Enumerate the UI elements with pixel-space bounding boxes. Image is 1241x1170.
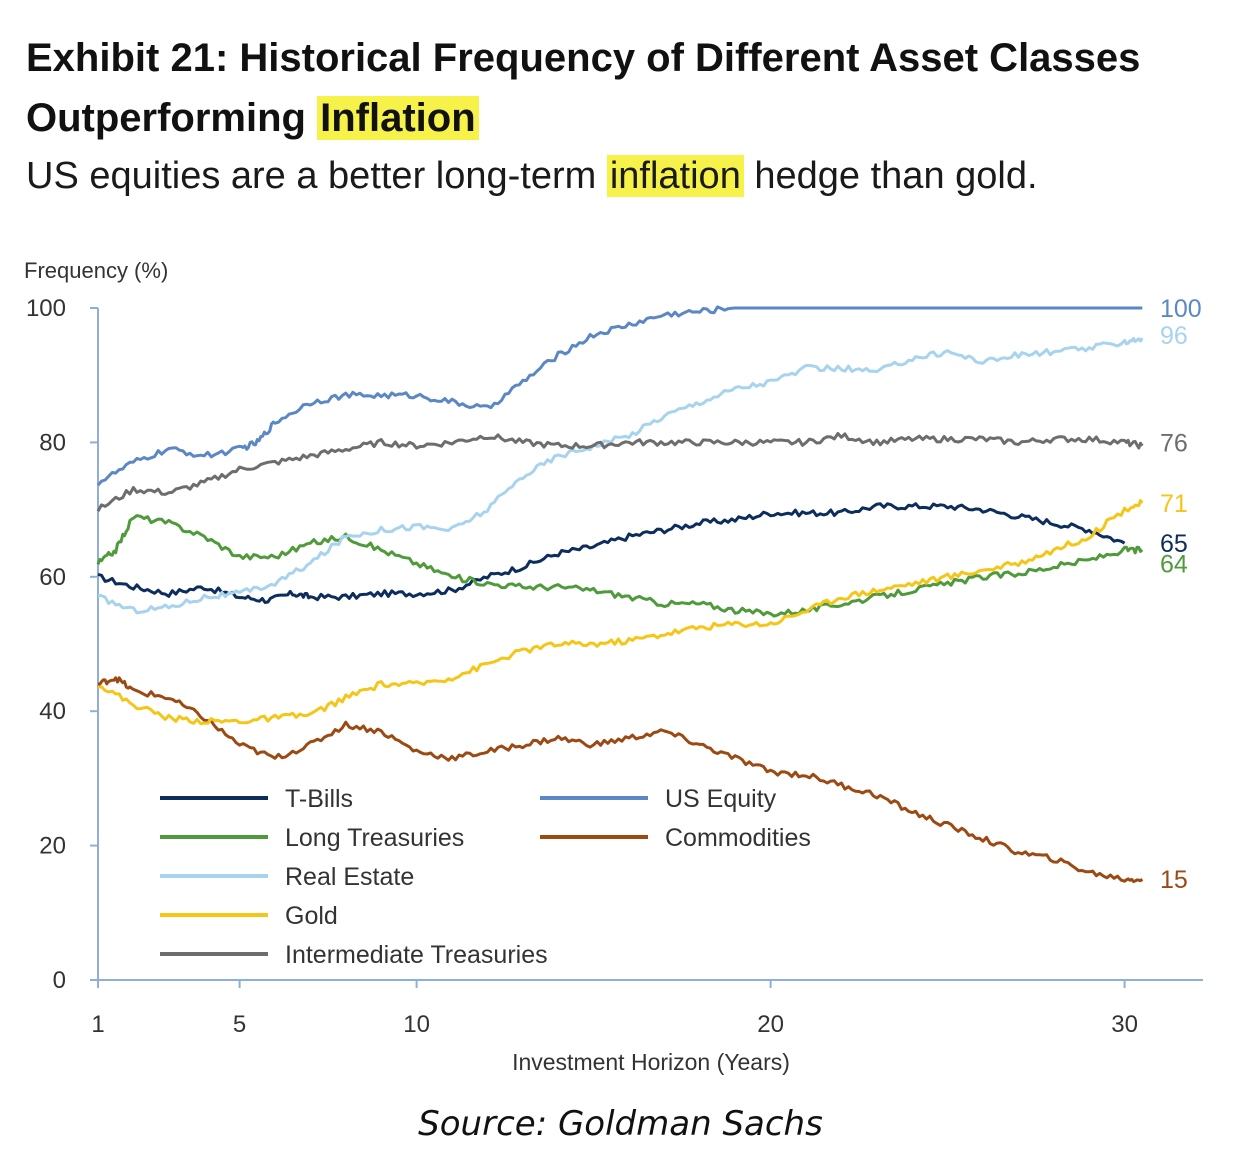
subtitle-text-end: hedge than gold. xyxy=(743,155,1038,197)
legend-item: Long Treasuries xyxy=(160,824,464,852)
legend-item: Real Estate xyxy=(160,863,414,891)
series-lines xyxy=(96,305,1144,884)
legend-item: T-Bills xyxy=(160,785,353,813)
end-label-real-estate: 96 xyxy=(1160,322,1188,350)
end-label-gold: 71 xyxy=(1160,490,1188,518)
series-line-long-treasuries xyxy=(96,514,1144,618)
legend-label: Long Treasuries xyxy=(285,824,464,852)
legend-label: T-Bills xyxy=(285,785,353,813)
source-note: Source: Goldman Sachs xyxy=(418,1104,823,1144)
series-line-gold xyxy=(97,499,1144,726)
series-end-labels: 65 100 64 15 96 71 76 xyxy=(1160,295,1202,894)
x-axis-title: Investment Horizon (Years) xyxy=(512,1049,790,1075)
legend-item: Commodities xyxy=(540,824,811,852)
x-tick-label: 10 xyxy=(403,1011,430,1038)
x-tick-label: 1 xyxy=(91,1011,104,1038)
title-text: Exhibit 21: Historical Frequency of Diff… xyxy=(26,36,1141,140)
chart-subtitle: US equities are a better long-term infla… xyxy=(26,150,1226,202)
title-highlight: Inflation xyxy=(317,96,479,140)
subtitle-text-start: US equities are a better long-term xyxy=(26,155,607,197)
legend-label: Real Estate xyxy=(285,863,414,891)
legend-label: US Equity xyxy=(665,785,777,813)
legend-item: Intermediate Treasuries xyxy=(160,941,548,969)
y-tick-label: 60 xyxy=(39,564,66,591)
end-label-long-treasuries: 64 xyxy=(1160,550,1188,578)
legend-item: US Equity xyxy=(540,785,777,813)
y-tick-label: 0 xyxy=(53,967,66,994)
y-axis-title: Frequency (%) xyxy=(24,258,168,283)
chart-legend: T-Bills US Equity Long Treasuries Commoditi… xyxy=(160,785,811,969)
chart-title: Exhibit 21: Historical Frequency of Diff… xyxy=(26,28,1216,148)
legend-label: Intermediate Treasuries xyxy=(285,941,548,969)
end-label-commodities: 15 xyxy=(1160,866,1188,894)
y-tick-label: 40 xyxy=(39,698,66,725)
x-tick-label: 5 xyxy=(233,1011,246,1038)
series-line-intermediate-treasuries xyxy=(96,432,1144,512)
legend-label: Gold xyxy=(285,902,338,930)
end-label-us-equity: 100 xyxy=(1160,295,1202,323)
series-line-real-estate xyxy=(97,336,1144,615)
end-label-intermediate-treasuries: 76 xyxy=(1160,429,1188,457)
legend-item: Gold xyxy=(160,902,338,930)
end-label-t-bills: 65 xyxy=(1160,530,1188,558)
series-line-us-equity xyxy=(96,305,1143,487)
series-line-commodities xyxy=(97,676,1144,884)
series-line-t-bills xyxy=(97,502,1126,604)
x-tick-label: 20 xyxy=(757,1011,784,1038)
legend-label: Commodities xyxy=(665,824,811,852)
subtitle-highlight: inflation xyxy=(606,155,744,197)
y-tick-label: 80 xyxy=(39,429,66,456)
x-tick-label: 30 xyxy=(1111,1011,1138,1038)
y-tick-label: 100 xyxy=(26,295,66,322)
y-tick-label: 20 xyxy=(39,833,66,860)
